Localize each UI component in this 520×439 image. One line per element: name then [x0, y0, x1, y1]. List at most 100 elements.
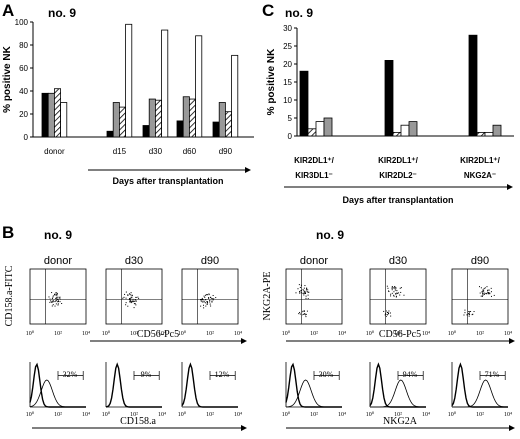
event-dot	[388, 290, 390, 292]
event-dot	[131, 296, 133, 298]
event-dot	[212, 299, 214, 301]
event-dot	[130, 294, 132, 296]
axis-tick-label: 10⁰	[102, 330, 111, 337]
event-dot	[473, 311, 475, 313]
y-tick-label-a: 80	[19, 41, 28, 50]
event-dot	[303, 292, 305, 294]
event-dot	[400, 287, 402, 289]
event-dot	[213, 298, 215, 300]
bar-a	[224, 111, 232, 138]
dot-title-left: donor	[44, 255, 72, 267]
event-dot	[490, 291, 492, 293]
event-dot	[54, 293, 56, 295]
event-dot	[212, 298, 214, 300]
event-dot	[387, 287, 389, 289]
event-dot	[489, 293, 491, 295]
histogram-left-curve	[29, 379, 86, 408]
x-axis-label-a: Days after transplantation	[112, 176, 223, 186]
bar-a	[154, 99, 162, 138]
bar-a	[47, 92, 55, 138]
y-tick-label-a: 100	[15, 18, 29, 27]
axis-tick-label: 10⁰	[178, 411, 187, 418]
y-tick-label-c: 0	[288, 132, 293, 141]
histogram-right-curve	[451, 362, 508, 408]
event-dot	[483, 290, 485, 292]
event-dot	[490, 295, 492, 297]
dot-plot-left-frame	[105, 268, 163, 325]
axis-tick-label: 10²	[206, 412, 214, 418]
bar-c	[468, 34, 478, 137]
bar-c	[392, 131, 402, 137]
hist-percent-left: 12%	[215, 370, 230, 379]
axis-tick-label: 10⁴	[158, 412, 166, 418]
axis-tick-label: 10²	[206, 331, 214, 337]
event-dot	[395, 289, 397, 291]
dot-title-right: d30	[389, 255, 407, 267]
event-dot	[303, 290, 305, 292]
event-dot	[208, 293, 210, 295]
histogram-right-curve	[452, 379, 508, 408]
event-dot	[133, 303, 135, 305]
event-dot	[482, 292, 484, 294]
patient-label-b-left: no. 9	[44, 228, 72, 242]
dot-ylabel-left: CD158.a-FITC	[4, 265, 15, 326]
event-dot	[482, 293, 484, 295]
event-dot	[59, 298, 61, 300]
event-dot	[394, 286, 396, 288]
event-dot	[386, 314, 388, 316]
event-dot	[55, 292, 57, 294]
histogram-right-curve	[286, 379, 342, 408]
y-tick-label-c: 15	[283, 78, 292, 87]
event-dot	[56, 299, 58, 301]
event-dot	[204, 296, 206, 298]
event-dot	[208, 294, 210, 296]
event-dot	[390, 295, 392, 297]
event-dot	[123, 296, 125, 298]
event-dot	[478, 286, 480, 288]
event-dot	[393, 291, 395, 293]
event-dot	[493, 294, 495, 296]
x-category-label-c: KIR2DL1⁺/	[460, 156, 501, 165]
bar-a	[106, 130, 114, 138]
event-dot	[52, 296, 54, 298]
event-dot	[200, 300, 202, 302]
dot-plot-right-frame	[369, 268, 427, 325]
y-axis-label-a: % positive NK	[2, 45, 13, 112]
event-dot	[483, 287, 485, 289]
event-dot	[305, 292, 307, 294]
bar-a	[41, 92, 49, 138]
event-dot	[393, 287, 395, 289]
axis-tick-label: 10⁴	[234, 331, 242, 337]
y-tick-label-c: 25	[283, 42, 292, 51]
event-dot	[129, 299, 131, 301]
event-dot	[463, 314, 465, 316]
dot-title-right: d90	[471, 255, 489, 267]
event-dot	[403, 294, 405, 296]
bar-a	[119, 106, 127, 138]
event-dot	[302, 292, 304, 294]
event-dot	[481, 291, 483, 293]
x-category-label-c: NKG2A⁻	[464, 171, 496, 180]
event-dot	[129, 301, 131, 303]
axis-tick-label: 10⁰	[282, 411, 291, 418]
event-dot	[299, 313, 301, 315]
axis-tick-label: 10⁰	[26, 411, 35, 418]
event-dot	[133, 300, 135, 302]
event-dot	[306, 287, 308, 289]
axis-tick-label: 10²	[394, 412, 402, 418]
event-dot	[54, 301, 56, 303]
event-dot	[56, 293, 58, 295]
event-dot	[464, 309, 466, 311]
event-dot	[487, 289, 489, 291]
event-dot	[57, 304, 59, 306]
event-dot	[51, 305, 53, 307]
event-dot	[48, 296, 50, 298]
event-dot	[489, 292, 491, 294]
event-dot	[297, 288, 299, 290]
bar-c	[299, 70, 309, 137]
event-dot	[51, 297, 53, 299]
event-dot	[52, 304, 54, 306]
event-dot	[303, 310, 305, 312]
event-dot	[305, 297, 307, 299]
event-dot	[307, 294, 309, 296]
